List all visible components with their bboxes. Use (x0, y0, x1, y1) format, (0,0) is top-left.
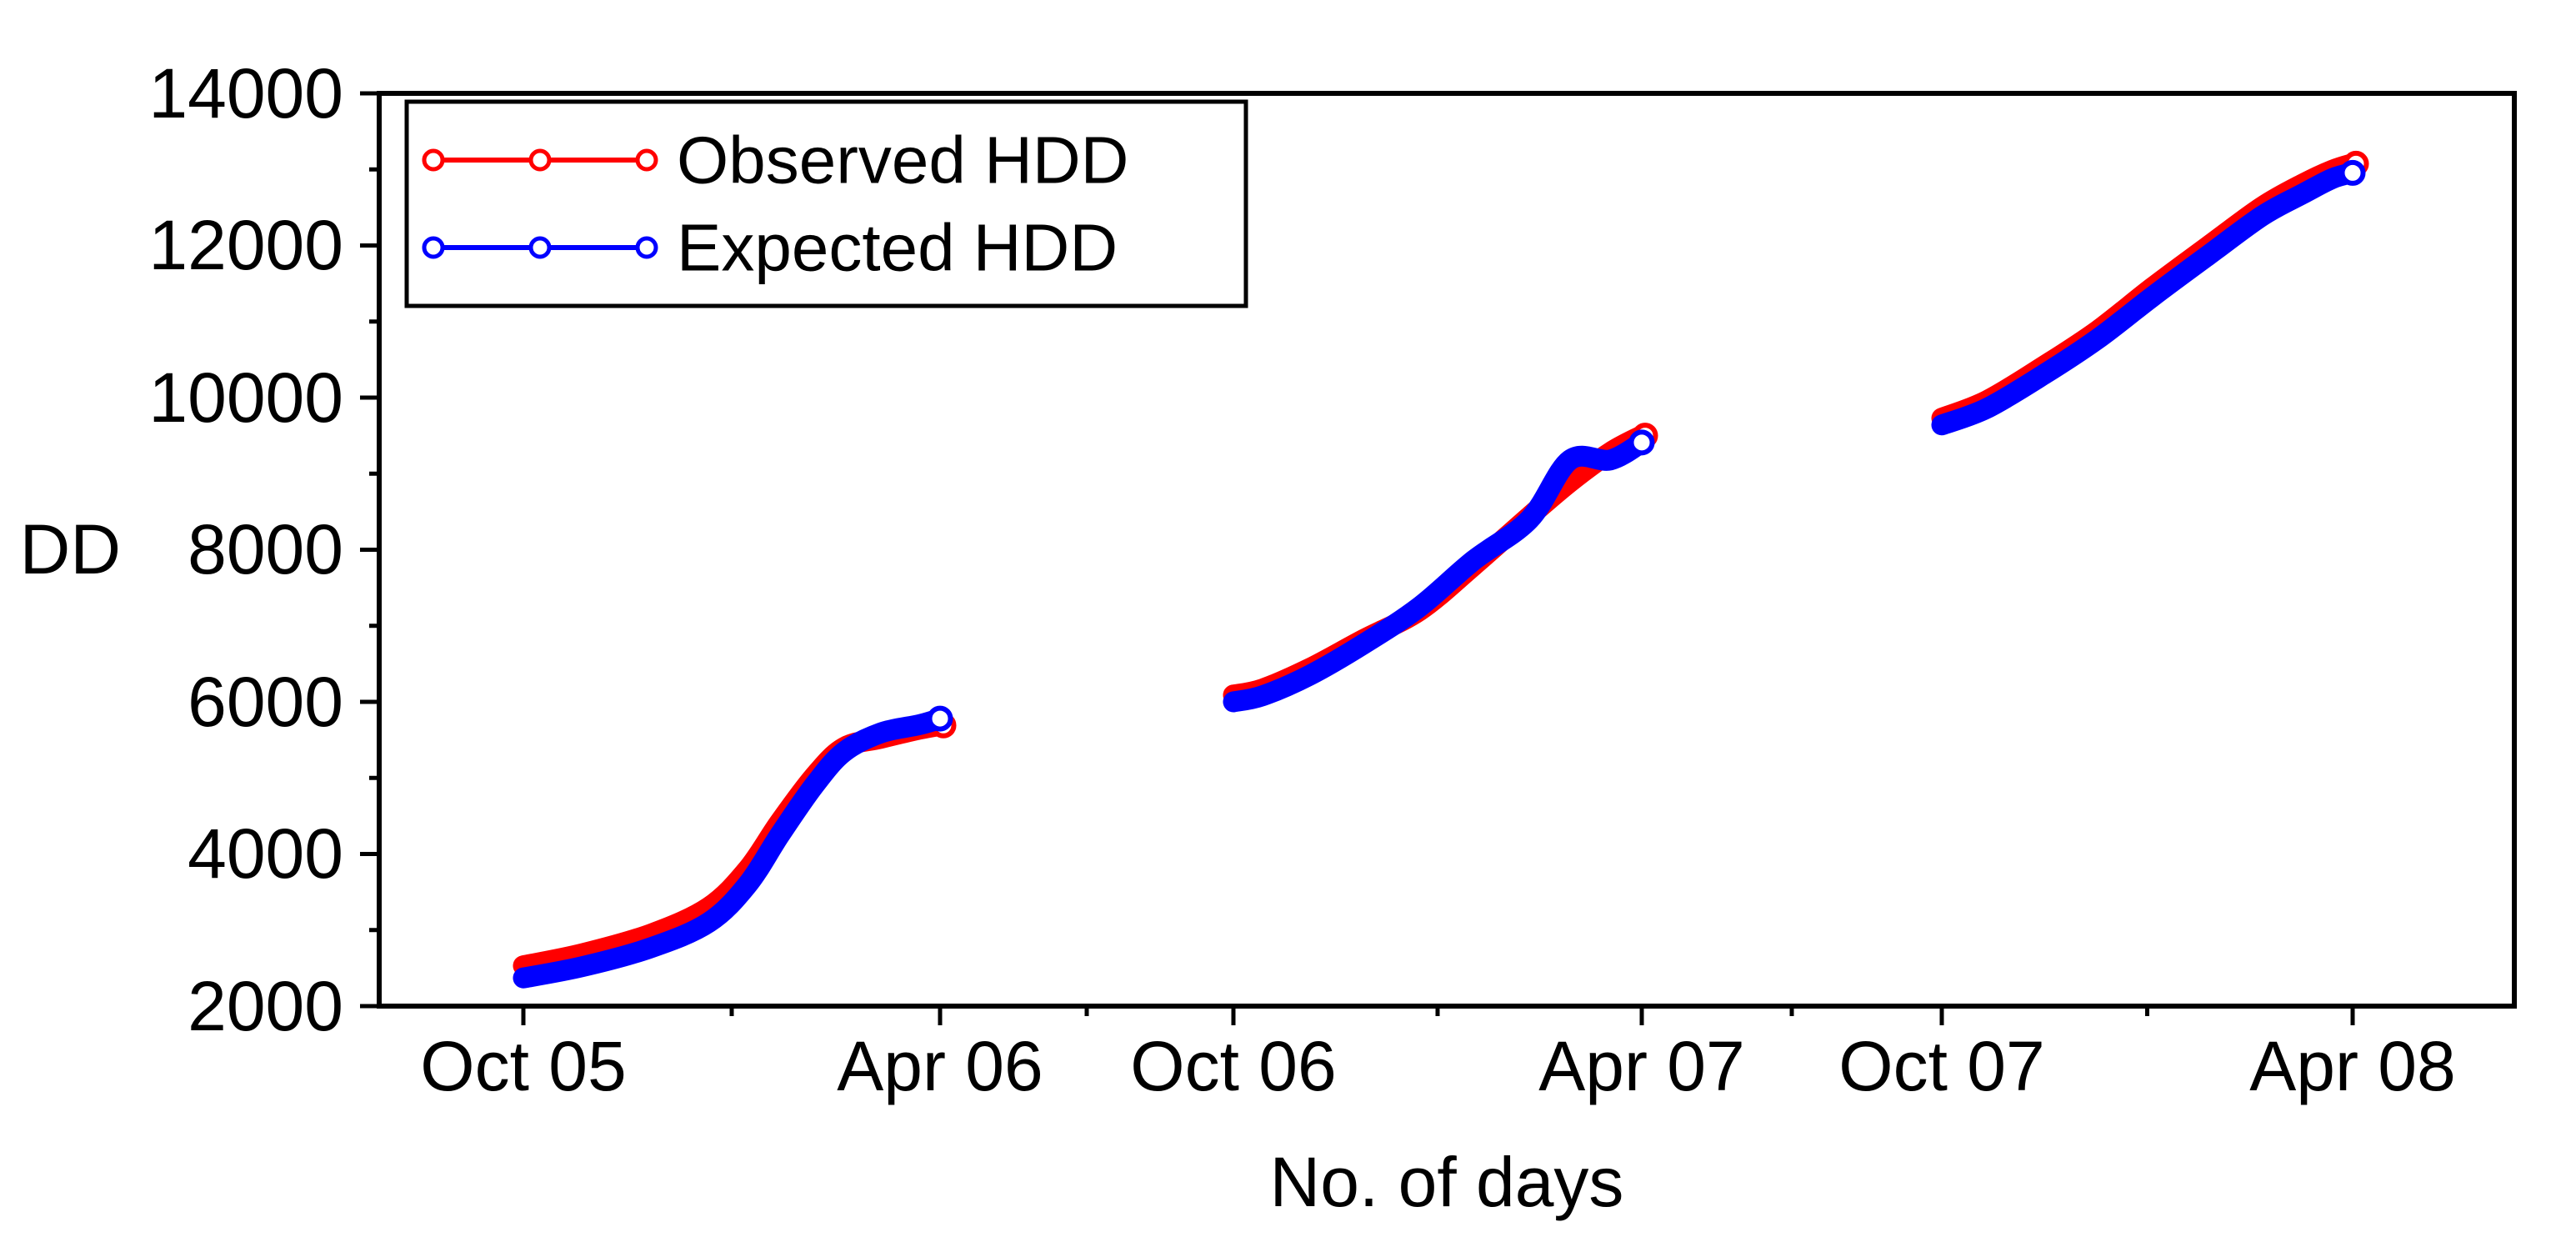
expected-hdd-end-marker-segment-3 (2339, 159, 2366, 186)
observed-hdd-legend-marker (422, 148, 445, 172)
y-tick-label-14000: 14000 (148, 54, 343, 133)
axis-ticks (360, 91, 2355, 1025)
x-tick-label-oct05: Oct 05 (420, 1027, 626, 1105)
y-tick-label-6000: 6000 (188, 663, 343, 741)
x-tick-label-oct06: Oct 06 (1130, 1027, 1336, 1105)
expected-hdd-end-marker-segment-2 (1628, 429, 1655, 456)
legend-markers (422, 148, 658, 259)
observed-hdd-legend-marker (528, 148, 552, 172)
legend-label-observed: Observed HDD (677, 123, 1128, 198)
x-tick-label-apr06: Apr 06 (837, 1027, 1043, 1105)
expected-hdd-curve-segment-2 (1223, 432, 1653, 713)
y-tick-label-4000: 4000 (188, 814, 343, 893)
x-tick-label-oct07: Oct 07 (1838, 1027, 2044, 1105)
x-tick-label-apr08: Apr 08 (2249, 1027, 2456, 1105)
y-tick-label-12000: 12000 (148, 206, 343, 284)
legend-box (404, 99, 1248, 308)
x-axis-title: No. of days (1270, 1143, 1624, 1221)
y-axis-tick-labels: 14000 12000 10000 8000 6000 4000 2000 (148, 54, 343, 1045)
expected-hdd-legend-marker (422, 236, 445, 259)
legend: Observed HDD Expected HDD (404, 99, 1248, 308)
x-tick-label-apr07: Apr 07 (1538, 1027, 1745, 1105)
observed-hdd-legend-marker (635, 148, 658, 172)
expected-hdd-end-marker-segment-1 (927, 705, 953, 732)
data-curves (513, 150, 2369, 989)
expected-hdd-legend-marker (528, 236, 552, 259)
expected-hdd-curve-segment-1 (513, 708, 951, 989)
y-tick-label-8000: 8000 (188, 510, 343, 588)
expected-hdd-curve-segment-3 (1931, 162, 2363, 436)
legend-label-expected: Expected HDD (677, 211, 1118, 285)
x-axis-tick-labels: Oct 05 Apr 06 Oct 06 Apr 07 Oct 07 Apr 0… (420, 1027, 2455, 1105)
y-tick-label-2000: 2000 (188, 967, 343, 1045)
expected-hdd-legend-marker (635, 236, 658, 259)
y-axis-title: DD (20, 510, 121, 588)
observed-hdd-curve-segment-1 (513, 714, 951, 977)
y-tick-label-10000: 10000 (148, 358, 343, 437)
observed-hdd-curve-segment-2 (1223, 425, 1653, 706)
